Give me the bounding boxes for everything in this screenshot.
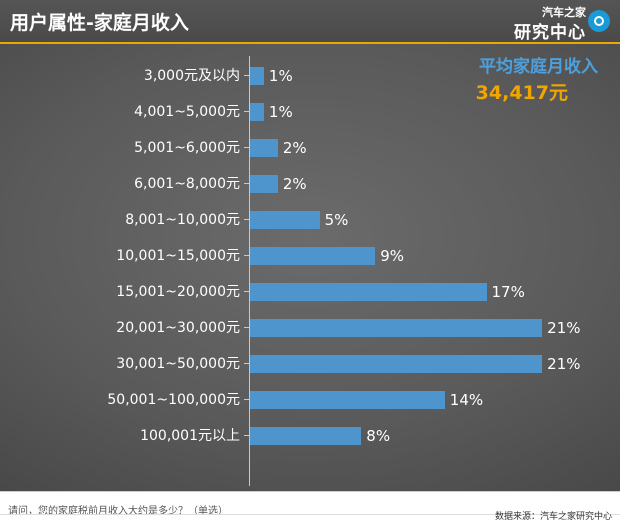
axis-tick bbox=[244, 327, 249, 328]
chart-row: 100,001元以上 8% bbox=[0, 418, 620, 454]
bar-value-label: 8% bbox=[366, 427, 391, 445]
category-label: 3,000元及以内 bbox=[143, 68, 240, 84]
axis-tick bbox=[244, 399, 249, 400]
category-label: 15,001~20,000元 bbox=[116, 284, 240, 300]
category-label: 100,001元以上 bbox=[140, 428, 240, 444]
chart-row: 30,001~50,000元 21% bbox=[0, 346, 620, 382]
header-bar: 用户属性-家庭月收入 汽车之家 研究中心 bbox=[0, 0, 620, 44]
bar bbox=[250, 67, 264, 85]
chart-row: 5,001~6,000元 2% bbox=[0, 130, 620, 166]
axis-tick bbox=[244, 363, 249, 364]
category-label: 50,001~100,000元 bbox=[107, 392, 240, 408]
axis-tick bbox=[244, 435, 249, 436]
bar-value-label: 17% bbox=[491, 283, 525, 301]
chart-row: 4,001~5,000元 1% bbox=[0, 94, 620, 130]
category-label: 10,001~15,000元 bbox=[116, 248, 240, 264]
bar-value-label: 1% bbox=[268, 103, 293, 121]
bar bbox=[250, 139, 278, 157]
bar-value-label: 9% bbox=[380, 247, 404, 265]
chart-row: 3,000元及以内 1% bbox=[0, 58, 620, 94]
footer-bar: 请问，您的家庭税前月收入大约是多少？（单选） 数据来源：汽车之家研究中心 bbox=[0, 491, 620, 526]
chart-row: 50,001~100,000元 14% bbox=[0, 382, 620, 418]
axis-tick bbox=[244, 219, 249, 220]
bar-value-label: 5% bbox=[324, 211, 349, 229]
bar-chart: 3,000元及以内 1% 4,001~5,000元 1% 5,001~6,000元 2% 6… bbox=[0, 48, 620, 488]
bar bbox=[250, 211, 320, 229]
axis-tick bbox=[244, 111, 249, 112]
bar bbox=[250, 283, 487, 301]
axis-tick bbox=[244, 147, 249, 148]
chart-row: 20,001~30,000元 21% bbox=[0, 310, 620, 346]
category-label: 6,001~8,000元 bbox=[134, 176, 240, 192]
bar bbox=[250, 355, 543, 373]
category-label: 20,001~30,000元 bbox=[116, 320, 240, 336]
bar bbox=[250, 319, 543, 337]
logo-circle-inner-icon bbox=[594, 16, 604, 26]
bar-value-label: 2% bbox=[282, 175, 307, 193]
footer-divider bbox=[0, 514, 620, 515]
chart-row: 15,001~20,000元 17% bbox=[0, 274, 620, 310]
data-source: 数据来源：汽车之家研究中心 bbox=[494, 512, 612, 522]
category-label: 30,001~50,000元 bbox=[116, 356, 240, 372]
bar-value-label: 2% bbox=[282, 139, 307, 157]
average-income-value: 34,417元 bbox=[475, 82, 568, 104]
bar bbox=[250, 427, 362, 445]
bar bbox=[250, 103, 264, 121]
axis-tick bbox=[244, 183, 249, 184]
logo-text-line1: 汽车之家 bbox=[542, 6, 586, 19]
chart-row: 6,001~8,000元 2% bbox=[0, 166, 620, 202]
axis-tick bbox=[244, 291, 249, 292]
logo-text-line2: 研究中心 bbox=[514, 23, 586, 43]
bar-value-label: 1% bbox=[268, 67, 293, 85]
category-label: 4,001~5,000元 bbox=[134, 104, 240, 120]
chart-row: 8,001~10,000元 5% bbox=[0, 202, 620, 238]
axis-tick bbox=[244, 255, 249, 256]
bar bbox=[250, 247, 376, 265]
logo-circle-icon bbox=[588, 10, 610, 32]
bar-value-label: 21% bbox=[547, 355, 581, 373]
category-label: 8,001~10,000元 bbox=[125, 212, 240, 228]
bar bbox=[250, 175, 278, 193]
category-label: 5,001~6,000元 bbox=[134, 140, 240, 156]
axis-tick bbox=[244, 75, 249, 76]
bar-value-label: 21% bbox=[547, 319, 581, 337]
average-income-label: 平均家庭月收入 bbox=[479, 57, 598, 77]
survey-question: 请问，您的家庭税前月收入大约是多少？（单选） bbox=[8, 506, 228, 517]
brand-logo: 汽车之家 研究中心 bbox=[514, 2, 612, 43]
chart-row: 10,001~15,000元 9% bbox=[0, 238, 620, 274]
bar-value-label: 14% bbox=[449, 391, 484, 409]
page-title: 用户属性-家庭月收入 bbox=[10, 12, 189, 34]
chart-axis bbox=[249, 56, 250, 486]
bar bbox=[250, 391, 445, 409]
